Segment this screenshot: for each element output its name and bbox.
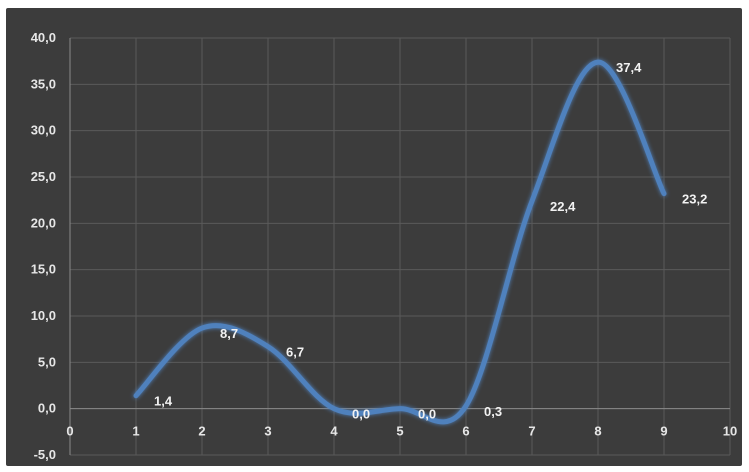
data-label: 23,2 bbox=[682, 192, 707, 207]
x-tick-label: 2 bbox=[198, 424, 205, 439]
x-tick-label: 10 bbox=[723, 424, 737, 439]
y-tick-label: 40,0 bbox=[31, 30, 56, 45]
y-tick-label: 25,0 bbox=[31, 169, 56, 184]
x-tick-label: 7 bbox=[528, 424, 535, 439]
data-label: 22,4 bbox=[550, 199, 576, 214]
y-tick-label: 35,0 bbox=[31, 76, 56, 91]
data-label: 37,4 bbox=[616, 60, 642, 75]
grid-lines bbox=[69, 37, 731, 456]
tick-labels: -5,00,05,010,015,020,025,030,035,040,00 1… bbox=[31, 30, 738, 462]
data-label: 0,3 bbox=[484, 404, 502, 419]
y-tick-label: 10,0 bbox=[31, 308, 56, 323]
y-tick-label: -5,0 bbox=[34, 447, 56, 462]
data-label: 8,7 bbox=[220, 326, 238, 341]
y-tick-label: 30,0 bbox=[31, 123, 56, 138]
y-tick-label: 20,0 bbox=[31, 215, 56, 230]
x-tick-label: 4 bbox=[330, 424, 338, 439]
y-tick-label: 5,0 bbox=[38, 354, 56, 369]
x-tick-label: 5 bbox=[396, 424, 403, 439]
y-tick-label: 0,0 bbox=[38, 401, 56, 416]
series-line bbox=[133, 59, 667, 425]
x-tick-label: 3 bbox=[264, 424, 271, 439]
x-tick-label: 6 bbox=[462, 424, 469, 439]
x-tick-label: 1 bbox=[132, 424, 139, 439]
data-label: 0,0 bbox=[418, 407, 436, 422]
data-label: 6,7 bbox=[286, 345, 304, 360]
series-layer bbox=[133, 59, 667, 425]
data-labels: 1,4 8,7 6,7 0,0 0,0 0,3 22,4 37,4 23,2 bbox=[154, 60, 707, 422]
data-label: 1,4 bbox=[154, 394, 173, 409]
x-tick-label: 9 bbox=[660, 424, 667, 439]
data-label: 0,0 bbox=[352, 407, 370, 422]
x-tick-label: 8 bbox=[594, 424, 601, 439]
x-tick-label: 0 bbox=[66, 424, 73, 439]
y-tick-label: 15,0 bbox=[31, 262, 56, 277]
